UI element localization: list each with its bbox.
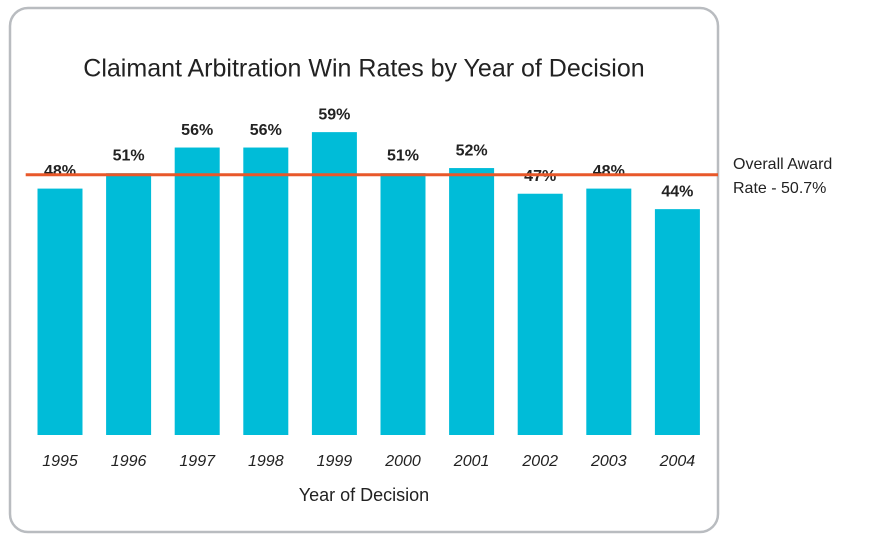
data-label: 47% [524,168,556,185]
data-label: 48% [44,163,76,180]
x-tick-label: 2001 [453,453,490,470]
reference-label: Rate - 50.7% [733,180,826,197]
chart-title: Claimant Arbitration Win Rates by Year o… [83,55,644,83]
bar [586,188,632,435]
bar [311,132,357,435]
bar [654,209,700,435]
data-label: 56% [250,122,282,139]
x-tick-label: 1999 [317,453,353,470]
data-label: 44% [661,183,693,200]
bar [243,147,289,436]
x-tick-label: 2004 [659,453,696,470]
bar [106,173,152,435]
x-tick-label: 2003 [590,453,627,470]
bar [517,193,563,435]
x-tick-label: 1995 [42,453,78,470]
bar [380,173,426,435]
x-tick-label: 1997 [179,453,216,470]
data-label: 52% [456,142,488,159]
bar [37,188,83,435]
x-axis-title: Year of Decision [299,485,429,505]
bar [449,168,495,436]
data-label: 59% [318,106,350,123]
data-label: 51% [113,147,145,164]
reference-label: Overall Award [733,156,832,173]
data-label: 56% [181,122,213,139]
x-tick-label: 1998 [248,453,284,470]
x-tick-label: 2002 [521,453,558,470]
data-label: 51% [387,147,419,164]
x-tick-label: 1996 [111,453,147,470]
bar [174,147,220,436]
x-tick-label: 2000 [384,453,421,470]
data-label: 48% [593,163,625,180]
